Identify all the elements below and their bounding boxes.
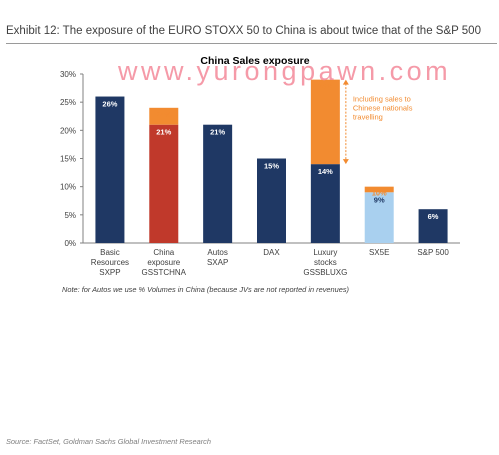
x-category-label: Luxury stocks GSSBLUXG xyxy=(303,248,347,277)
bar-extra-segment xyxy=(364,186,394,193)
annotation-arrowhead-down xyxy=(342,159,349,165)
bar-base-segment xyxy=(364,192,394,243)
annotation-arrowhead-up xyxy=(342,79,349,85)
y-axis-ticks: 0% 5% 10% 15% 20% 25% 30% xyxy=(60,70,83,248)
y-tick-label: 10% xyxy=(60,183,76,192)
value-labels: 26% 21% 21% 15% 14% 9% 6% 24% 29% 10% xyxy=(102,82,438,222)
bar-extra-segment xyxy=(149,107,179,125)
bar-value-label: 26% xyxy=(102,100,117,109)
chart-title: China Sales exposure xyxy=(200,55,309,67)
bar-value-label: 21% xyxy=(156,128,171,137)
x-category-label: DAX xyxy=(263,248,280,257)
source-note: Source: FactSet, Goldman Sachs Global In… xyxy=(6,437,211,446)
x-category-label: Autos SXAP xyxy=(207,248,228,267)
x-category-label: China exposure GSSTCHNA xyxy=(142,248,187,277)
title-divider xyxy=(6,43,497,44)
bar-value-label: 10% xyxy=(372,189,387,198)
bar-value-label: 9% xyxy=(374,195,385,204)
y-tick-label: 20% xyxy=(60,126,76,135)
bar-base-segment xyxy=(95,96,125,244)
bar-value-label: 15% xyxy=(264,162,279,171)
y-tick-label: 30% xyxy=(60,70,76,79)
bar-value-label: 14% xyxy=(318,167,333,176)
x-category-label: S&P 500 xyxy=(417,248,449,257)
y-tick-label: 25% xyxy=(60,98,76,107)
bar-extra-segment xyxy=(310,79,340,165)
y-tick-label: 0% xyxy=(64,239,76,248)
bars xyxy=(95,79,448,244)
x-axis-labels: Basic Resources SXPP China exposure GSSTCHNA A… xyxy=(91,248,450,277)
x-category-label: Basic Resources SXPP xyxy=(91,248,129,277)
annotation-text: Including sales to Chinese nationals trave… xyxy=(353,95,413,122)
bar-value-label: 24% xyxy=(156,110,171,119)
bar-base-segment xyxy=(149,124,179,243)
travel-sales-annotation: Including sales to Chinese nationals trave… xyxy=(342,79,413,165)
bar-base-segment xyxy=(418,209,448,243)
bar-base-segment xyxy=(310,164,340,243)
bar-value-label: 29% xyxy=(318,82,333,91)
y-tick-label: 15% xyxy=(60,155,76,164)
bar-base-segment xyxy=(203,124,233,243)
x-category-label: SX5E xyxy=(369,248,389,257)
exhibit-title: Exhibit 12: The exposure of the EURO STO… xyxy=(6,25,481,37)
chart-note: Note: for Autos we use % Volumes in Chin… xyxy=(62,285,350,294)
y-tick-label: 5% xyxy=(64,211,76,220)
bar-base-segment xyxy=(257,158,286,243)
bar-value-label: 6% xyxy=(428,212,439,221)
bar-value-label: 21% xyxy=(210,128,225,137)
